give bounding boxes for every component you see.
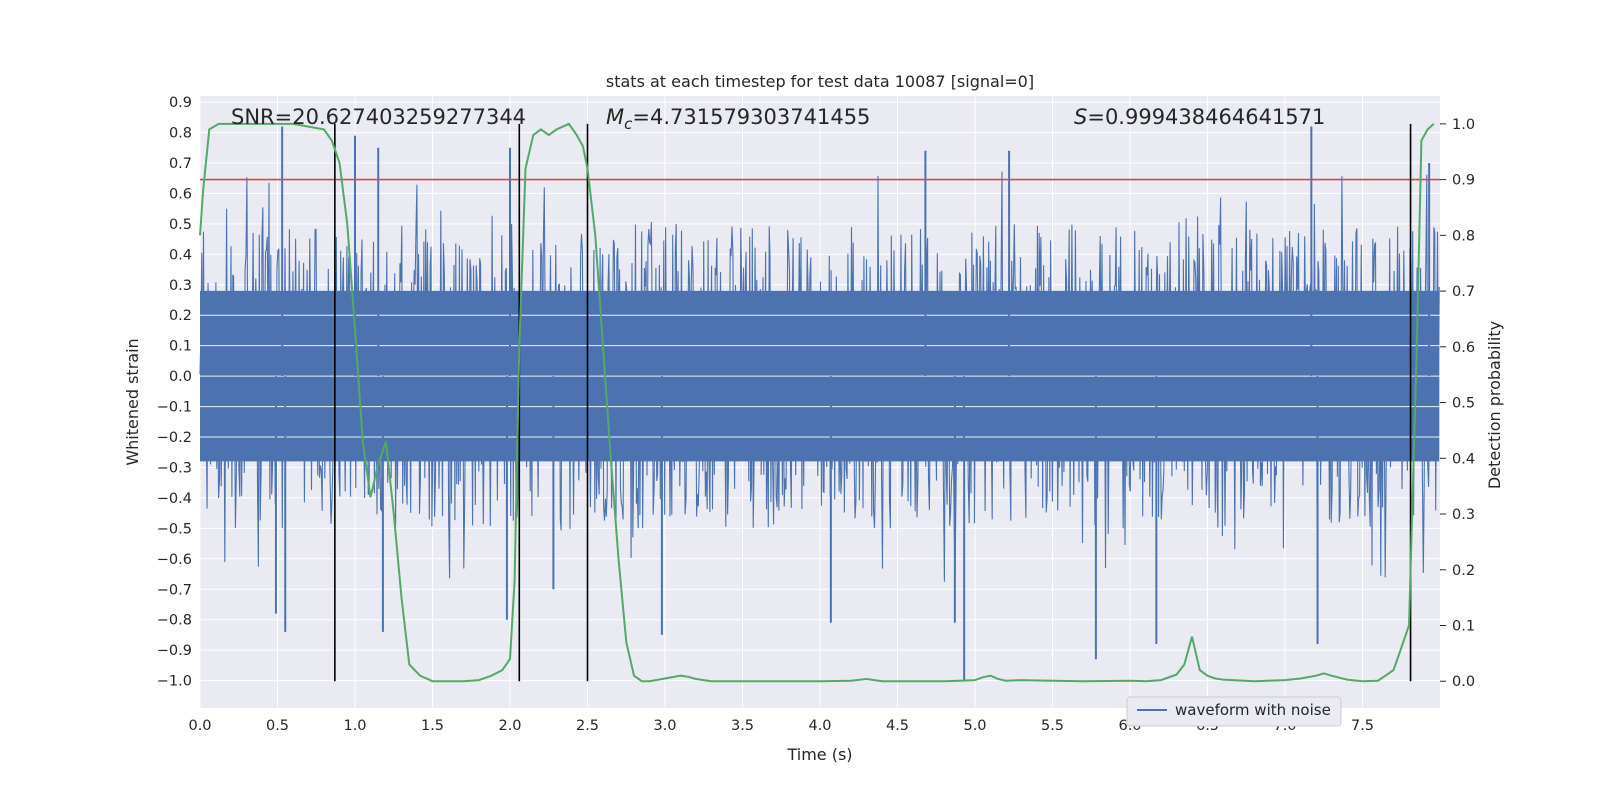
y-tick-label: −1.0 bbox=[157, 674, 192, 690]
chirp-mass-value: =4.731579303741455 bbox=[632, 105, 870, 129]
y-tick-label: 0.2 bbox=[169, 308, 192, 324]
y2-tick-labels: 1.0 0.9 0.8 0.7 0.6 0.5 0.4 0.3 0.2 0.1 0.0 bbox=[1440, 117, 1475, 690]
snr-annotation: SNR=20.627403259277344 bbox=[231, 105, 526, 129]
chirp-mass-annotation: Mc=4.731579303741455 bbox=[606, 105, 870, 133]
y-tick-label: 0.4 bbox=[169, 247, 192, 263]
y-tick-label: 0.5 bbox=[169, 217, 192, 233]
probability-series bbox=[199, 122, 1435, 683]
y-axis-label: Whitened strain bbox=[123, 338, 142, 465]
legend-label-waveform: waveform with noise bbox=[1175, 701, 1331, 719]
y-tick-labels: 0.9 0.8 0.7 0.6 0.5 0.4 0.3 0.2 0.1 0.0 −0.1 −0.2 −0… bbox=[157, 95, 192, 690]
y2-tick-label: 0.2 bbox=[1452, 563, 1475, 579]
y-tick-label: −0.8 bbox=[157, 613, 192, 629]
x-tick-label: 1.5 bbox=[421, 718, 444, 734]
s-symbol: S bbox=[1074, 105, 1087, 129]
x-tick-label: 2.5 bbox=[576, 718, 599, 734]
x-tick-label: 4.0 bbox=[808, 718, 831, 734]
y-tick-label: −0.5 bbox=[157, 521, 192, 537]
y-tick-label: 0.0 bbox=[169, 369, 192, 385]
y2-tick-label: 1.0 bbox=[1452, 117, 1475, 133]
y2-tick-label: 0.7 bbox=[1452, 284, 1475, 300]
chirp-mass-symbol: M bbox=[606, 105, 624, 129]
x-tick-label: 4.5 bbox=[886, 718, 909, 734]
y-tick-label: 0.7 bbox=[169, 156, 192, 172]
y-tick-label: 0.8 bbox=[169, 126, 192, 142]
waveform-series bbox=[199, 126, 1440, 681]
x-tick-label: 7.5 bbox=[1351, 718, 1374, 734]
legend: waveform with noise bbox=[1126, 696, 1342, 727]
x-tick-label: 0.5 bbox=[266, 718, 289, 734]
x-axis-label: Time (s) bbox=[786, 745, 852, 764]
detection-probability-line bbox=[199, 122, 1435, 683]
x-tick-label: 5.0 bbox=[963, 718, 986, 734]
y2-tick-label: 0.1 bbox=[1452, 619, 1475, 635]
y-tick-label: −0.1 bbox=[157, 400, 192, 416]
y-tick-label: −0.9 bbox=[157, 643, 192, 659]
chirp-mass-subscript: c bbox=[624, 115, 633, 133]
chart-title: stats at each timestep for test data 100… bbox=[606, 72, 1034, 91]
y-tick-label: 0.6 bbox=[169, 186, 192, 202]
y2-tick-label: 0.0 bbox=[1452, 674, 1475, 690]
y2-axis-label: Detection probability bbox=[1485, 321, 1504, 489]
s-annotation: S=0.999438464641571 bbox=[1074, 105, 1325, 129]
y2-tick-label: 0.6 bbox=[1452, 340, 1475, 356]
y2-tick-label: 0.4 bbox=[1452, 451, 1475, 467]
legend-box bbox=[1126, 696, 1342, 727]
y-tick-label: −0.6 bbox=[157, 552, 192, 568]
y2-tick-label: 0.9 bbox=[1452, 173, 1475, 189]
x-tick-label: 2.0 bbox=[498, 718, 521, 734]
y2-tick-label: 0.8 bbox=[1452, 228, 1475, 244]
y-tick-label: −0.7 bbox=[157, 582, 192, 598]
y-tick-label: 0.3 bbox=[169, 278, 192, 294]
x-tick-label: 5.5 bbox=[1041, 718, 1064, 734]
y-tick-label: −0.3 bbox=[157, 460, 192, 476]
x-tick-label: 3.5 bbox=[731, 718, 754, 734]
s-value: =0.999438464641571 bbox=[1087, 105, 1325, 129]
x-tick-label: 1.0 bbox=[343, 718, 366, 734]
y-tick-label: 0.9 bbox=[169, 95, 192, 111]
y-tick-label: −0.4 bbox=[157, 491, 192, 507]
y-tick-label: −0.2 bbox=[157, 430, 192, 446]
x-tick-label: 3.0 bbox=[653, 718, 676, 734]
x-tick-label: 0.0 bbox=[188, 718, 211, 734]
y-tick-label: 0.1 bbox=[169, 339, 192, 355]
y2-tick-label: 0.3 bbox=[1452, 507, 1475, 523]
y2-tick-label: 0.5 bbox=[1452, 396, 1475, 412]
